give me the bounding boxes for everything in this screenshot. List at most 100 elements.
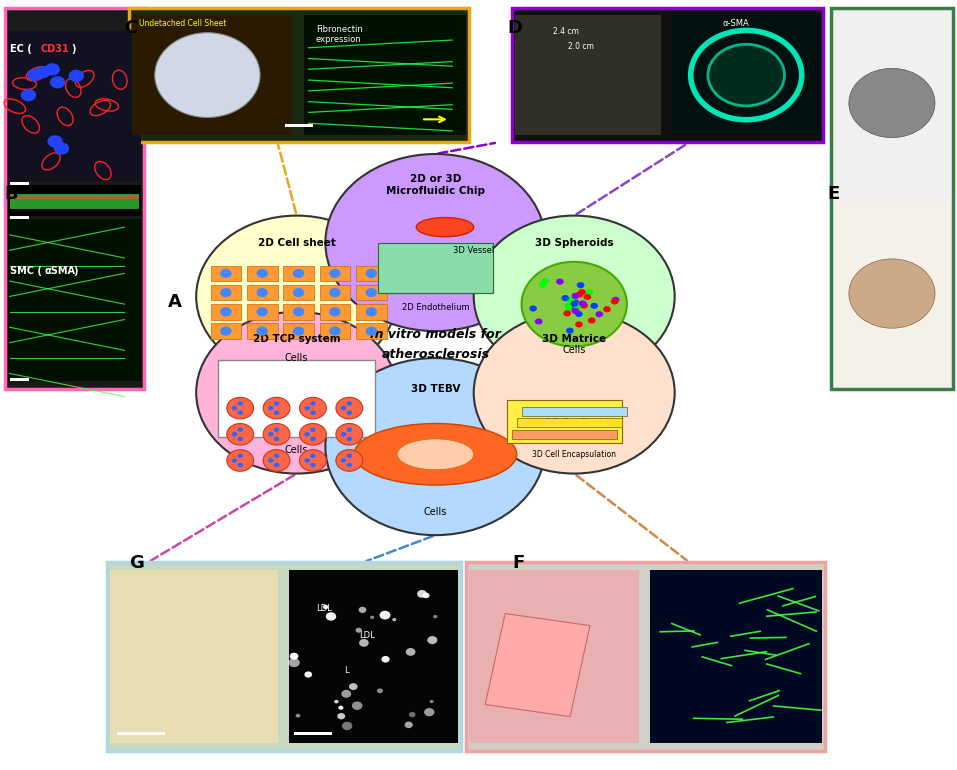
Text: Cells: Cells bbox=[285, 353, 308, 363]
Circle shape bbox=[603, 306, 611, 313]
Circle shape bbox=[336, 424, 363, 445]
Bar bbox=[356, 323, 387, 339]
Circle shape bbox=[595, 311, 603, 317]
FancyBboxPatch shape bbox=[378, 243, 493, 293]
Bar bbox=[247, 304, 278, 320]
Circle shape bbox=[155, 32, 260, 118]
Circle shape bbox=[359, 607, 367, 613]
Bar bbox=[512, 430, 617, 439]
Bar bbox=[283, 266, 314, 281]
Bar bbox=[132, 15, 293, 135]
Circle shape bbox=[564, 310, 571, 316]
Text: Cells: Cells bbox=[424, 507, 447, 517]
Circle shape bbox=[300, 397, 326, 419]
Text: 2D TCP system: 2D TCP system bbox=[253, 334, 341, 343]
Circle shape bbox=[577, 282, 585, 288]
Circle shape bbox=[293, 288, 304, 297]
Circle shape bbox=[542, 278, 549, 284]
Circle shape bbox=[337, 713, 345, 719]
Circle shape bbox=[329, 307, 341, 316]
Circle shape bbox=[562, 295, 569, 301]
FancyBboxPatch shape bbox=[129, 8, 469, 142]
Text: B: B bbox=[5, 185, 18, 203]
Circle shape bbox=[611, 298, 618, 304]
Bar bbox=[304, 15, 466, 135]
Circle shape bbox=[584, 294, 591, 300]
Circle shape bbox=[35, 66, 51, 79]
Bar bbox=[289, 570, 458, 743]
Circle shape bbox=[45, 63, 60, 75]
Bar bbox=[211, 266, 241, 281]
FancyBboxPatch shape bbox=[512, 8, 823, 142]
Circle shape bbox=[424, 708, 434, 716]
Bar bbox=[8, 185, 141, 216]
Circle shape bbox=[227, 450, 254, 471]
Text: 3D Spheroids: 3D Spheroids bbox=[535, 238, 613, 247]
Bar bbox=[211, 285, 241, 300]
Circle shape bbox=[423, 593, 430, 598]
Ellipse shape bbox=[416, 217, 474, 237]
Circle shape bbox=[427, 636, 437, 644]
Circle shape bbox=[366, 269, 377, 278]
Text: G: G bbox=[129, 554, 145, 572]
Circle shape bbox=[274, 427, 279, 432]
Circle shape bbox=[352, 701, 363, 710]
Circle shape bbox=[342, 690, 351, 698]
Circle shape bbox=[304, 406, 310, 410]
Bar bbox=[517, 418, 622, 427]
Circle shape bbox=[565, 303, 572, 309]
Circle shape bbox=[256, 288, 268, 297]
Circle shape bbox=[370, 615, 374, 619]
Circle shape bbox=[849, 259, 935, 328]
Circle shape bbox=[263, 397, 290, 419]
Bar bbox=[469, 570, 639, 743]
Text: F: F bbox=[512, 554, 524, 572]
Circle shape bbox=[566, 327, 573, 333]
Bar bbox=[673, 15, 820, 135]
Circle shape bbox=[290, 653, 299, 660]
Text: 2.4 cm: 2.4 cm bbox=[553, 27, 579, 36]
Bar bbox=[10, 194, 139, 209]
Text: 2D Cell sheet: 2D Cell sheet bbox=[257, 238, 336, 247]
Circle shape bbox=[590, 303, 598, 309]
Text: LDL: LDL bbox=[316, 604, 331, 614]
FancyBboxPatch shape bbox=[107, 562, 461, 751]
Text: ): ) bbox=[73, 266, 78, 276]
Circle shape bbox=[310, 454, 316, 458]
Circle shape bbox=[237, 463, 243, 467]
Bar bbox=[285, 124, 314, 127]
Bar bbox=[320, 285, 350, 300]
Circle shape bbox=[304, 671, 312, 678]
Circle shape bbox=[575, 311, 583, 317]
Bar bbox=[356, 285, 387, 300]
FancyBboxPatch shape bbox=[5, 8, 144, 389]
Circle shape bbox=[574, 303, 582, 309]
Text: D: D bbox=[507, 19, 523, 37]
Circle shape bbox=[274, 463, 279, 467]
Circle shape bbox=[586, 290, 593, 296]
Text: LDL: LDL bbox=[359, 631, 374, 641]
Circle shape bbox=[220, 326, 232, 336]
Circle shape bbox=[263, 450, 290, 471]
Circle shape bbox=[329, 288, 341, 297]
Bar bbox=[247, 285, 278, 300]
Text: 2.0 cm: 2.0 cm bbox=[568, 42, 593, 52]
Circle shape bbox=[293, 326, 304, 336]
Text: ): ) bbox=[71, 44, 76, 54]
Circle shape bbox=[293, 307, 304, 316]
Circle shape bbox=[232, 458, 237, 463]
Circle shape bbox=[293, 269, 304, 278]
Circle shape bbox=[571, 300, 579, 306]
Circle shape bbox=[300, 450, 326, 471]
Circle shape bbox=[341, 432, 346, 437]
Circle shape bbox=[346, 454, 352, 458]
Circle shape bbox=[405, 721, 412, 728]
Circle shape bbox=[227, 424, 254, 445]
Circle shape bbox=[304, 432, 310, 437]
Bar bbox=[8, 219, 141, 381]
Circle shape bbox=[409, 712, 415, 717]
Circle shape bbox=[300, 424, 326, 445]
Circle shape bbox=[346, 463, 352, 467]
Circle shape bbox=[325, 358, 545, 535]
Circle shape bbox=[535, 319, 543, 325]
